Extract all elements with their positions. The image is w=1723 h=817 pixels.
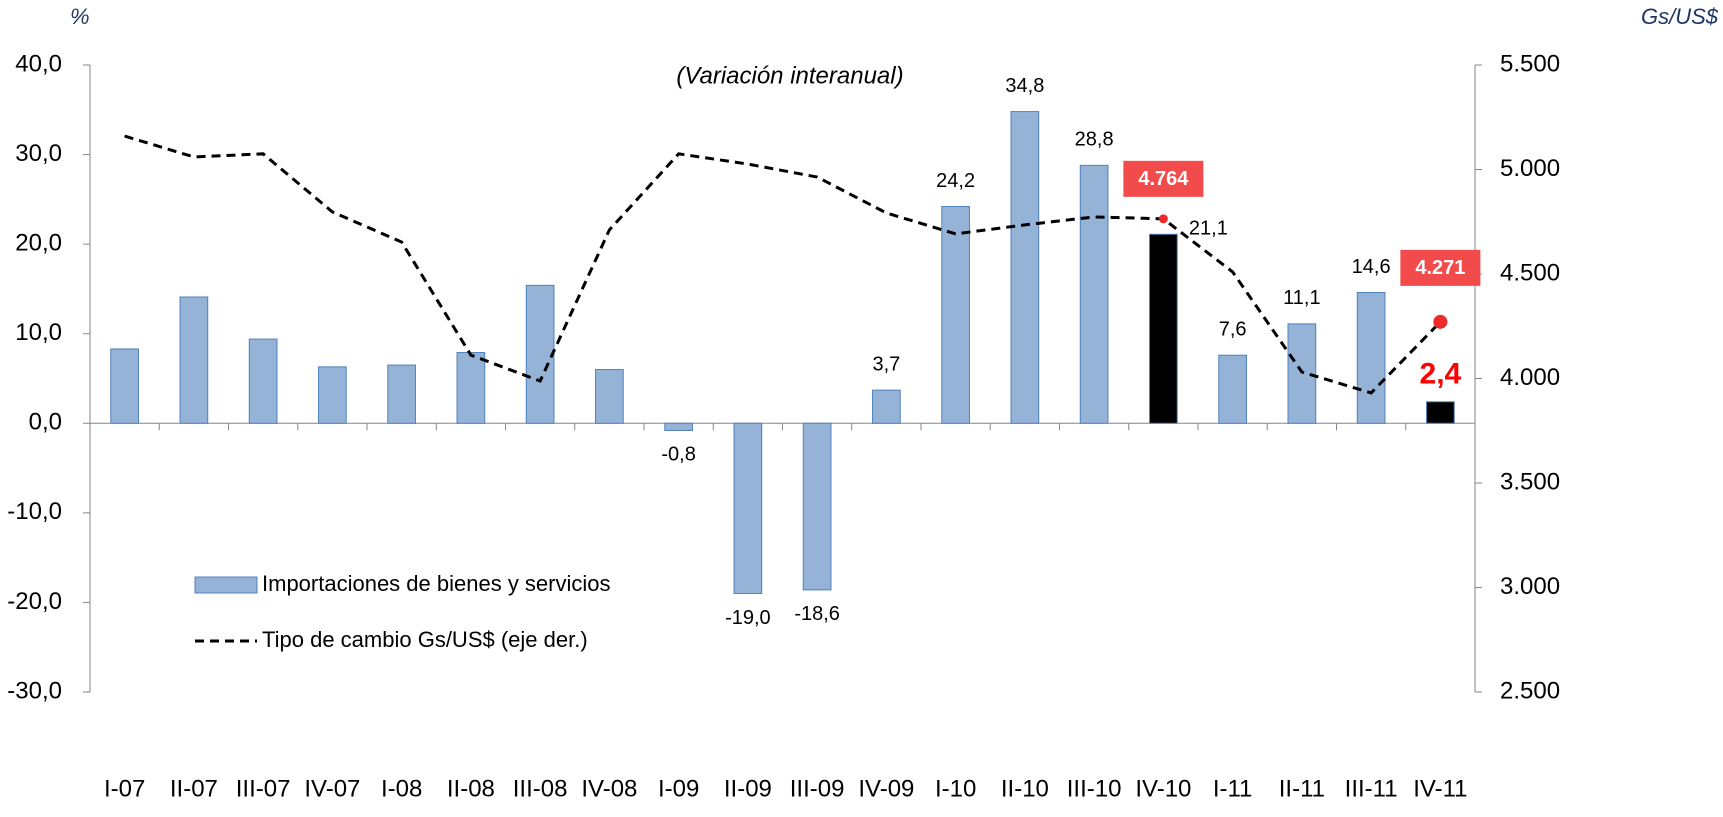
bar-value-label: -19,0 — [725, 607, 771, 629]
bar — [1219, 355, 1247, 423]
bar — [388, 365, 416, 423]
x-tick-label: III-08 — [513, 775, 568, 802]
y-tick-label: 30,0 — [15, 140, 62, 167]
x-tick-label: II-11 — [1279, 775, 1325, 802]
y-tick-label: 0,0 — [29, 409, 62, 436]
y-axis-label: % — [70, 4, 90, 29]
bar-value-label: 11,1 — [1283, 287, 1320, 309]
bar-value-label: 2,4 — [1420, 358, 1462, 391]
y2-tick-label: 5.500 — [1500, 50, 1560, 77]
legend-swatch — [195, 577, 257, 593]
x-tick-label: IV-09 — [858, 775, 914, 802]
bar — [1427, 402, 1455, 423]
x-tick-label: I-08 — [381, 775, 422, 802]
bar-value-label: 14,6 — [1352, 256, 1391, 278]
bar — [1150, 234, 1178, 423]
chart: % Gs/US$ (Variación interanual) -30,0 -20… — [0, 0, 1723, 817]
y2-tick-label: 4.500 — [1500, 259, 1560, 286]
bar — [1080, 165, 1108, 423]
y-tick-label: 10,0 — [15, 319, 62, 346]
bar — [457, 353, 485, 424]
bar — [1011, 112, 1039, 424]
line-marker — [1433, 315, 1447, 329]
y-tick-label: -30,0 — [7, 677, 62, 704]
x-tick-label: III-07 — [236, 775, 291, 802]
line-value-label: 4.764 — [1138, 168, 1189, 190]
bar-value-label: -0,8 — [661, 444, 695, 466]
bar — [873, 390, 901, 423]
legend-label: Tipo de cambio Gs/US$ (eje der.) — [262, 627, 588, 652]
y-tick-label: -20,0 — [7, 588, 62, 615]
x-tick-label: III-09 — [790, 775, 845, 802]
bar — [942, 207, 970, 424]
bar-value-label: -18,6 — [794, 603, 840, 625]
bar — [111, 349, 139, 423]
x-tick-label: III-11 — [1345, 775, 1398, 802]
bar-value-label: 7,6 — [1219, 318, 1247, 340]
y2-tick-label: 2.500 — [1500, 677, 1560, 704]
x-tick-label: III-10 — [1067, 775, 1122, 802]
x-tick-label: II-09 — [724, 775, 772, 802]
bar — [665, 423, 693, 430]
legend-label: Importaciones de bienes y servicios — [262, 571, 611, 596]
x-tick-label: I-11 — [1213, 775, 1253, 802]
bar — [249, 339, 277, 423]
bar — [1357, 293, 1385, 424]
y2-tick-label: 4.000 — [1500, 364, 1560, 391]
line — [125, 136, 1441, 393]
x-tick-label: IV-11 — [1413, 775, 1467, 802]
x-tick-label: IV-08 — [581, 775, 637, 802]
y-tick-label: 40,0 — [15, 50, 62, 77]
y-tick-label: -10,0 — [7, 498, 62, 525]
x-tick-label: I-09 — [658, 775, 699, 802]
x-tick-label: I-10 — [935, 775, 976, 802]
line-marker — [1159, 214, 1168, 223]
y2-tick-label: 3.000 — [1500, 573, 1560, 600]
bar-value-label: 21,1 — [1189, 218, 1228, 240]
x-tick-label: IV-07 — [304, 775, 360, 802]
bar — [734, 423, 762, 593]
bar — [319, 367, 347, 423]
subtitle: (Variación interanual) — [676, 62, 903, 89]
y2-tick-label: 3.500 — [1500, 468, 1560, 495]
bar-value-label: 34,8 — [1005, 75, 1044, 97]
x-tick-label: I-07 — [104, 775, 145, 802]
bar — [180, 297, 208, 423]
y-tick-label: 20,0 — [15, 229, 62, 256]
bar — [596, 370, 624, 424]
y2-axis-label: Gs/US$ — [1641, 4, 1719, 29]
x-tick-label: II-07 — [170, 775, 218, 802]
bar-value-label: 28,8 — [1075, 129, 1114, 151]
bar-value-label: 24,2 — [936, 170, 975, 192]
bar — [803, 423, 831, 590]
bar — [526, 285, 554, 423]
x-tick-label: II-08 — [447, 775, 495, 802]
x-tick-label: II-10 — [1001, 775, 1049, 802]
x-tick-label: IV-10 — [1135, 775, 1191, 802]
bar-value-label: 3,7 — [872, 353, 900, 375]
y2-tick-label: 5.000 — [1500, 155, 1560, 182]
line-value-label: 4.271 — [1415, 257, 1465, 279]
